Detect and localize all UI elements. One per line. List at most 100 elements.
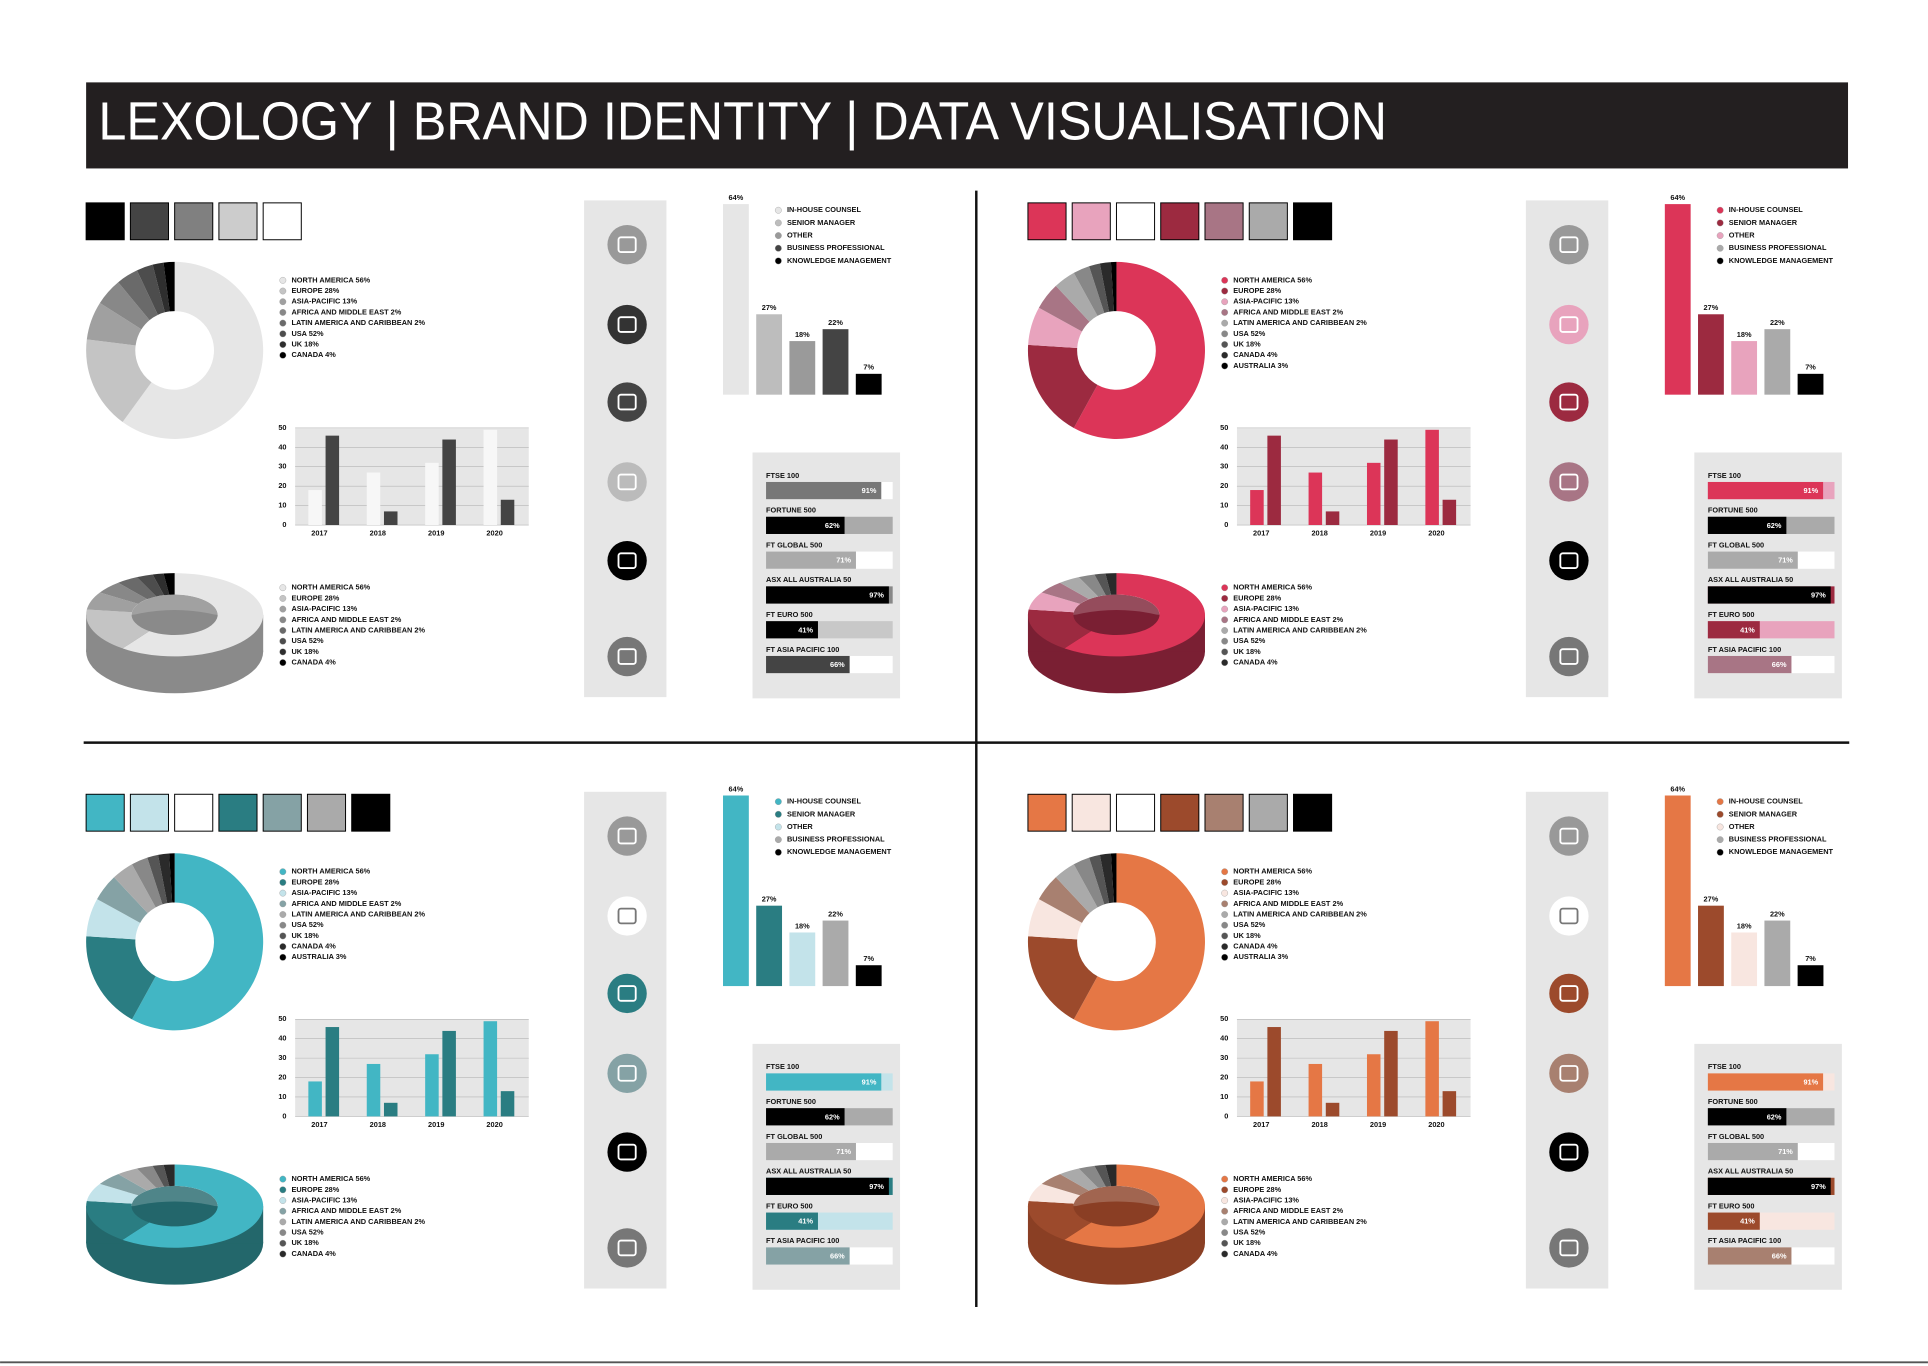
slice [1028, 307, 1082, 348]
legend-label: OTHER [787, 822, 813, 831]
legend-label: LATIN AMERICA AND CARIBBEAN 2% [1233, 318, 1367, 327]
value-label: 7% [1805, 954, 1816, 963]
slice [1027, 1200, 1092, 1240]
legend-label: BUSINESS PROFESSIONAL [787, 835, 885, 844]
x-tick-label: 2018 [1311, 529, 1327, 538]
bar [1698, 314, 1724, 395]
slice [136, 264, 165, 315]
value-label: 18% [1737, 921, 1752, 930]
bar [1384, 439, 1398, 526]
legend-label: IN-HOUSE COUNSEL [1729, 797, 1804, 806]
progress-fill [766, 551, 856, 569]
bar [1366, 462, 1381, 526]
legend-label: UK 18% [291, 339, 319, 348]
legend-label: LATIN AMERICA AND CARIBBEAN 2% [1233, 1217, 1367, 1226]
slice [1073, 853, 1205, 1031]
legend-label: ASIA-PACIFIC 13% [291, 1195, 357, 1204]
x-tick-label: 2017 [311, 1120, 327, 1129]
legend-label: ASIA-PACIFIC 13% [291, 604, 357, 613]
progress-fill [1707, 655, 1792, 674]
legend-label: UK 18% [1233, 339, 1261, 348]
slice [1055, 864, 1098, 914]
progress-label: FT ASIA PACIFIC 100 [1708, 1236, 1781, 1245]
legend-label: NORTH AMERICA 56% [291, 275, 370, 284]
legend-dot [1716, 836, 1724, 844]
progress-label: ASX ALL AUSTRALIA 50 [1708, 575, 1793, 584]
legend-dot [279, 868, 287, 876]
y-tick-label: 50 [1220, 423, 1228, 432]
progress-value: 97% [869, 1182, 884, 1191]
legend-label: OTHER [1729, 231, 1755, 240]
bar [1764, 920, 1791, 987]
legend-dot [1716, 219, 1724, 227]
progress-label: FTSE 100 [766, 471, 799, 480]
swatch [1071, 793, 1111, 832]
legend-label: UK 18% [1233, 647, 1261, 656]
progress-fill [1707, 551, 1798, 569]
legend-label: ASIA-PACIFIC 13% [1233, 297, 1299, 306]
icon [1549, 896, 1589, 936]
icon-glyph [617, 316, 637, 333]
legend-label: LATIN AMERICA AND CARIBBEAN 2% [1233, 625, 1367, 634]
slice [122, 573, 264, 657]
value-label: 18% [795, 330, 810, 339]
legend-dot [279, 953, 287, 961]
progress-label: FT GLOBAL 500 [1708, 1132, 1764, 1141]
legend-dot [279, 1218, 287, 1226]
icon [607, 973, 647, 1014]
icon [607, 1053, 647, 1094]
legend-dot [1221, 648, 1229, 656]
slice [1041, 1174, 1090, 1196]
progress-value: 62% [825, 1112, 840, 1121]
legend-label: ASIA-PACIFIC 13% [291, 297, 357, 306]
y-tick-label: 20 [278, 1073, 286, 1082]
bar [756, 905, 783, 987]
legend-dot [279, 1175, 287, 1183]
value-label: 64% [729, 193, 744, 202]
icon-column [584, 791, 667, 1289]
slice [163, 573, 175, 595]
progress-label: FT EURO 500 [766, 610, 813, 619]
legend-dot [1221, 911, 1229, 918]
icon-glyph [1559, 985, 1579, 1002]
y-tick-label: 10 [1220, 1092, 1228, 1101]
progress-fill [766, 1247, 850, 1265]
legend-dot [1221, 605, 1229, 613]
progress-fill [1707, 1073, 1824, 1091]
progress-value: 71% [836, 1147, 851, 1156]
legend-dot [279, 330, 287, 338]
legend-dot [1221, 319, 1229, 327]
slice [136, 1165, 164, 1188]
bar [1664, 795, 1691, 987]
legend-dot [1221, 943, 1229, 950]
x-tick-label: 2017 [1253, 1120, 1269, 1129]
slice [118, 270, 158, 321]
panel: NORTH AMERICA 56%EUROPE 28%ASIA-PACIFIC … [85, 784, 901, 1290]
progress-value: 97% [869, 591, 884, 600]
legend-label: CANADA 4% [291, 942, 336, 951]
progress-label: FORTUNE 500 [1708, 506, 1758, 515]
progress-label: FTSE 100 [1708, 1062, 1741, 1071]
legend-dot [1221, 627, 1229, 634]
x-tick-label: 2019 [1370, 1120, 1386, 1129]
icon [607, 540, 647, 581]
progress-fill [1707, 1142, 1798, 1161]
legend-dot [774, 219, 782, 227]
value-label: 7% [863, 954, 874, 963]
y-tick-label: 40 [1220, 442, 1228, 451]
legend-dot [279, 309, 287, 316]
progress-value: 97% [1811, 1182, 1826, 1191]
bar [425, 462, 439, 526]
legend-label: UK 18% [291, 931, 319, 940]
progress-value: 66% [1772, 1252, 1787, 1261]
bar [442, 439, 456, 526]
bar [1797, 373, 1824, 395]
swatch [1027, 202, 1067, 241]
x-tick-label: 2017 [311, 529, 327, 538]
bar [1308, 1063, 1323, 1117]
legend-label: AFRICA AND MIDDLE EAST 2% [291, 1206, 401, 1215]
legend-dot [279, 637, 287, 645]
legend-dot [1221, 595, 1229, 602]
legend-label: CANADA 4% [1233, 658, 1278, 667]
